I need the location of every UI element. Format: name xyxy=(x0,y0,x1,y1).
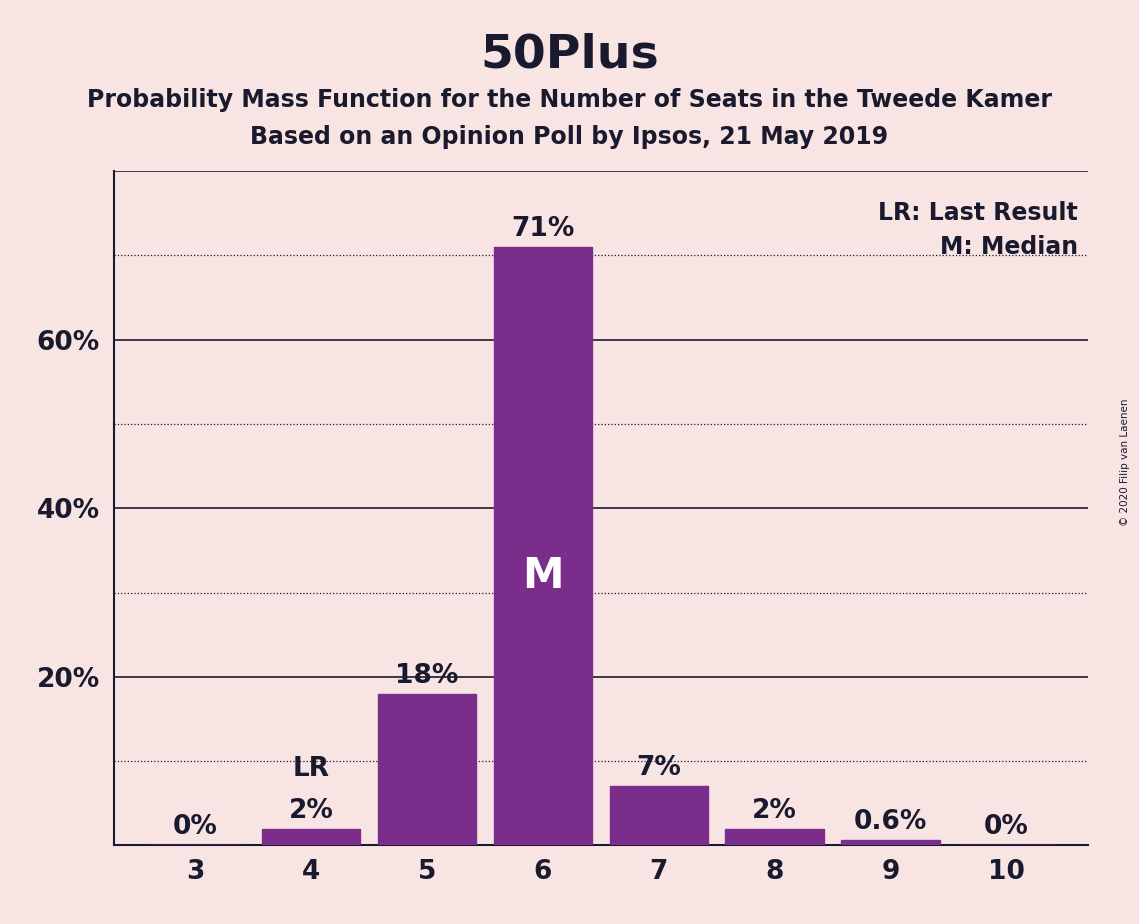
Text: 71%: 71% xyxy=(511,216,574,242)
Bar xyxy=(493,247,592,845)
Text: © 2020 Filip van Laenen: © 2020 Filip van Laenen xyxy=(1120,398,1130,526)
Bar xyxy=(842,841,940,845)
Text: 2%: 2% xyxy=(752,797,797,823)
Text: 0%: 0% xyxy=(173,814,218,841)
Text: M: M xyxy=(522,555,564,597)
Bar xyxy=(378,694,476,845)
Bar xyxy=(726,829,823,845)
Text: LR: LR xyxy=(293,756,329,783)
Text: LR: Last Result: LR: Last Result xyxy=(878,201,1077,225)
Bar xyxy=(262,829,360,845)
Text: 0%: 0% xyxy=(984,814,1029,841)
Text: 7%: 7% xyxy=(637,756,681,782)
Text: M: Median: M: Median xyxy=(940,235,1077,259)
Text: 50Plus: 50Plus xyxy=(481,32,658,78)
Text: 2%: 2% xyxy=(288,797,334,823)
Text: Probability Mass Function for the Number of Seats in the Tweede Kamer: Probability Mass Function for the Number… xyxy=(87,88,1052,112)
Text: 18%: 18% xyxy=(395,663,459,688)
Bar xyxy=(609,786,708,845)
Text: 0.6%: 0.6% xyxy=(854,809,927,835)
Text: Based on an Opinion Poll by Ipsos, 21 May 2019: Based on an Opinion Poll by Ipsos, 21 Ma… xyxy=(251,125,888,149)
